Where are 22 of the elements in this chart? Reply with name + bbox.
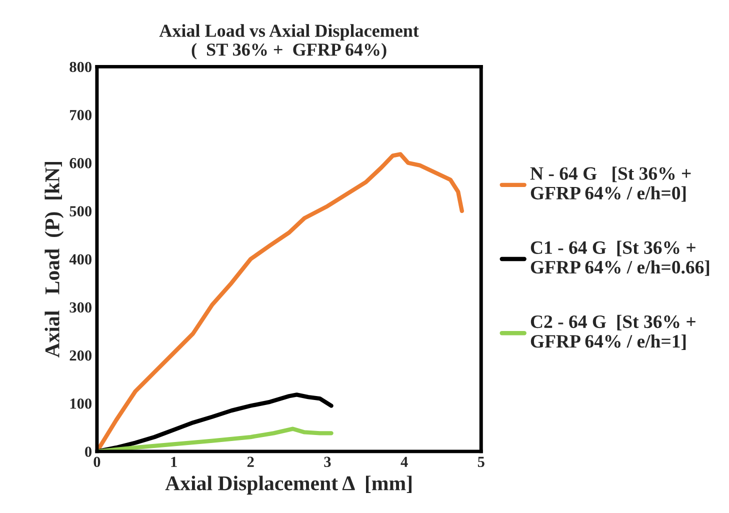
legend-label: C1 - 64 G [St 36% + GFRP 64% / e/h=0.66]: [530, 240, 710, 276]
x-tick-label: 2: [247, 456, 254, 467]
x-axis-title: Axial Displacement Δ [mm]: [165, 476, 412, 495]
y-tick-label: 200: [70, 350, 92, 361]
y-tick-label: 0: [85, 446, 92, 457]
chart-title: Axial Load vs Axial Displacement ( ST 36% + GFRP 64%): [159, 24, 419, 60]
y-axis-title: Axial Load (P) [kN]: [44, 162, 64, 358]
legend-label: C2 - 64 G [St 36% + GFRP 64% / e/h=1]: [530, 314, 696, 350]
y-tick-label: 400: [69, 254, 92, 265]
y-tick-label: 500: [70, 206, 92, 216]
y-tick-label: 800: [70, 62, 92, 72]
y-tick-label: 300: [70, 302, 92, 313]
y-tick-label: 100: [70, 398, 92, 409]
x-tick-label: 0: [94, 456, 100, 468]
x-tick-label: 1: [171, 456, 177, 467]
y-tick-label: 600: [70, 158, 92, 168]
line-series: [96, 426, 334, 452]
x-tick-label: 3: [324, 456, 331, 468]
legend-label: N - 64 G [St 36% + GFRP 64% / e/h=0]: [530, 166, 691, 202]
y-tick-label: 700: [70, 110, 92, 120]
x-tick-label: 5: [478, 456, 484, 468]
x-tick-label: 4: [400, 456, 408, 467]
